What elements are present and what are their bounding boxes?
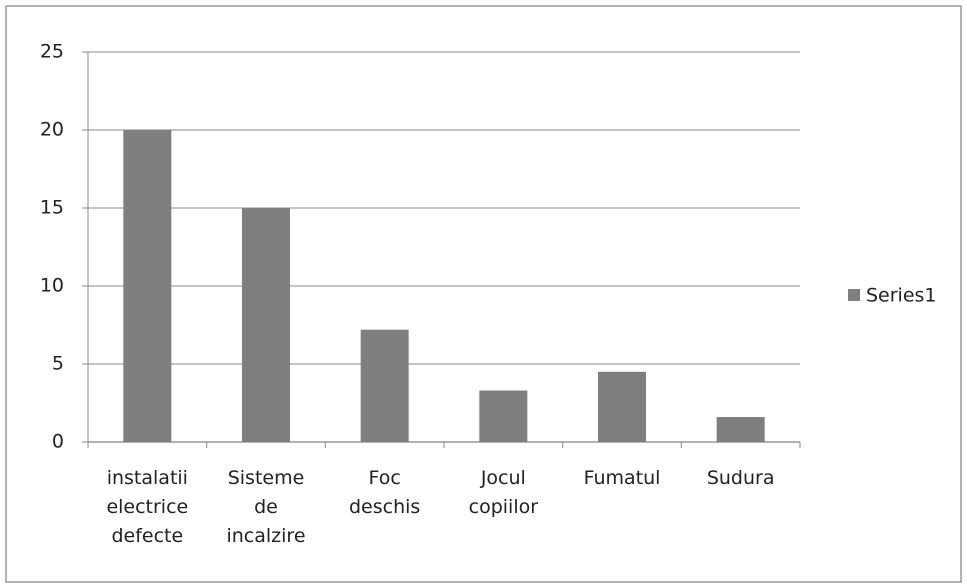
x-tick-label: instalatii electrice defecte (106, 467, 189, 547)
y-tick-label: 25 (40, 41, 64, 63)
y-tick-label: 0 (52, 431, 64, 453)
y-tick-label: 20 (40, 119, 64, 141)
bar (123, 130, 172, 442)
y-tick-label: 10 (40, 275, 64, 297)
x-tick-label: Sudura (706, 467, 775, 489)
y-tick-label: 5 (52, 353, 64, 375)
legend-label: Series1 (866, 285, 937, 307)
x-tick-label: Fumatul (583, 467, 661, 489)
bar (242, 208, 290, 442)
x-tick-label: Foc deschis (348, 467, 421, 518)
bar (716, 417, 765, 442)
bar (598, 371, 646, 442)
bar (360, 329, 409, 442)
bar (479, 390, 528, 442)
chart-frame (5, 5, 962, 583)
y-tick-label: 15 (40, 197, 64, 219)
x-tick-label: Sisteme de incalzire (226, 467, 306, 547)
legend-swatch (848, 289, 860, 301)
x-tick-label: Jocul copiilor (468, 467, 539, 518)
